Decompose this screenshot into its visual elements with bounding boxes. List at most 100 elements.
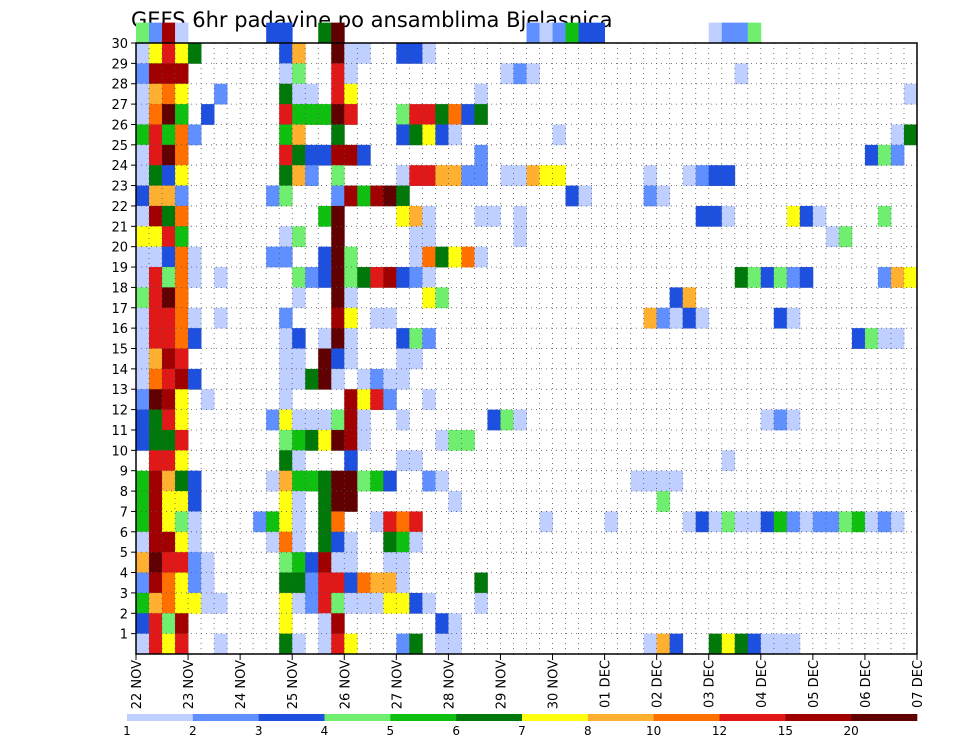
heat-cell (552, 22, 566, 44)
heat-cell (175, 592, 189, 614)
heat-cell (331, 531, 345, 553)
heat-cell (149, 531, 163, 553)
heat-cell (279, 552, 293, 573)
y-tick-label: 2 (120, 607, 128, 622)
heat-cell (396, 531, 410, 553)
heat-cell (162, 429, 176, 451)
heat-cell (331, 124, 345, 146)
heat-cell (318, 470, 332, 492)
heat-cell (149, 185, 163, 207)
heat-cell (448, 491, 462, 512)
heat-cell (799, 267, 814, 288)
gridlines (136, 43, 917, 654)
heat-cell (838, 511, 853, 533)
heat-cell (396, 633, 410, 655)
heat-cell (513, 205, 527, 227)
heat-cell (149, 552, 163, 573)
heat-cell (162, 511, 176, 533)
heat-cell (292, 531, 306, 553)
heat-cell (305, 552, 319, 573)
heat-cell (409, 328, 423, 349)
heat-cell (396, 43, 410, 64)
heat-cell (474, 83, 488, 105)
heat-cell (279, 144, 293, 166)
heat-cell (409, 531, 423, 553)
heat-cell (526, 63, 540, 85)
heat-cell (175, 226, 189, 248)
heat-cell (136, 246, 150, 268)
heat-cell (149, 511, 163, 533)
heat-cell (344, 633, 358, 655)
heat-cell (136, 389, 150, 410)
heat-cell (344, 43, 358, 64)
heat-cell (162, 368, 176, 390)
heat-cell (838, 226, 853, 248)
y-tick-label: 7 (120, 505, 128, 520)
heat-cell (344, 531, 358, 553)
heat-cell (279, 409, 293, 431)
heat-cell (175, 205, 189, 227)
heat-cell (812, 511, 827, 533)
heat-cell (357, 43, 371, 64)
heat-cell (500, 409, 514, 431)
heat-cell (747, 22, 762, 44)
heat-cell (669, 287, 684, 309)
heat-cell (162, 572, 176, 594)
heat-cell (422, 592, 436, 614)
heat-cell (383, 368, 397, 390)
heat-cell (149, 226, 163, 248)
heat-cell (162, 409, 176, 431)
heat-cell (383, 267, 397, 288)
heat-cell (422, 43, 436, 64)
heat-cell (383, 185, 397, 207)
heat-cell (136, 43, 150, 64)
x-tick-label: 22 NOV (130, 660, 145, 709)
x-tick-label: 04 DEC (755, 660, 770, 708)
heat-cell (357, 389, 371, 410)
heat-cell (292, 226, 306, 248)
y-tick-label: 26 (111, 118, 128, 133)
heat-cell (539, 165, 553, 186)
heat-cell (409, 43, 423, 64)
heat-cell (149, 144, 163, 166)
heat-cell (331, 205, 345, 227)
y-tick-label: 14 (111, 363, 128, 378)
legend-swatch (456, 714, 523, 721)
heat-cell (435, 165, 449, 186)
heat-cell (331, 470, 345, 492)
heat-cell (331, 368, 345, 390)
heat-cell (344, 63, 358, 85)
heat-cell (903, 267, 918, 288)
heat-cell (422, 104, 436, 125)
heat-cell (656, 307, 671, 329)
heat-cell (695, 511, 710, 533)
heat-cell (344, 328, 358, 349)
heat-cell (292, 572, 306, 594)
heat-cell (136, 613, 150, 635)
heat-cell (279, 348, 293, 370)
heat-cell (747, 511, 762, 533)
heat-cell (136, 124, 150, 146)
heat-cell (435, 287, 449, 309)
heat-cell (136, 165, 150, 186)
heat-cell (279, 226, 293, 248)
heat-cell (526, 165, 540, 186)
heat-cell (149, 165, 163, 186)
heat-cell (604, 511, 619, 533)
heat-cell (721, 450, 736, 472)
heat-cell (474, 144, 488, 166)
heat-cell (422, 287, 436, 309)
heat-cell (292, 429, 306, 451)
heat-cell (708, 633, 723, 655)
heat-cell (149, 307, 163, 329)
y-tick-label: 25 (111, 139, 128, 154)
heat-cell (344, 409, 358, 431)
heat-cell (136, 307, 150, 329)
heat-cell (682, 287, 697, 309)
heat-cell (396, 104, 410, 125)
heat-cell (370, 307, 384, 329)
legend-label: 6 (452, 724, 460, 738)
heat-cell (162, 287, 176, 309)
heat-cell (175, 185, 189, 207)
heat-cell (448, 633, 462, 655)
